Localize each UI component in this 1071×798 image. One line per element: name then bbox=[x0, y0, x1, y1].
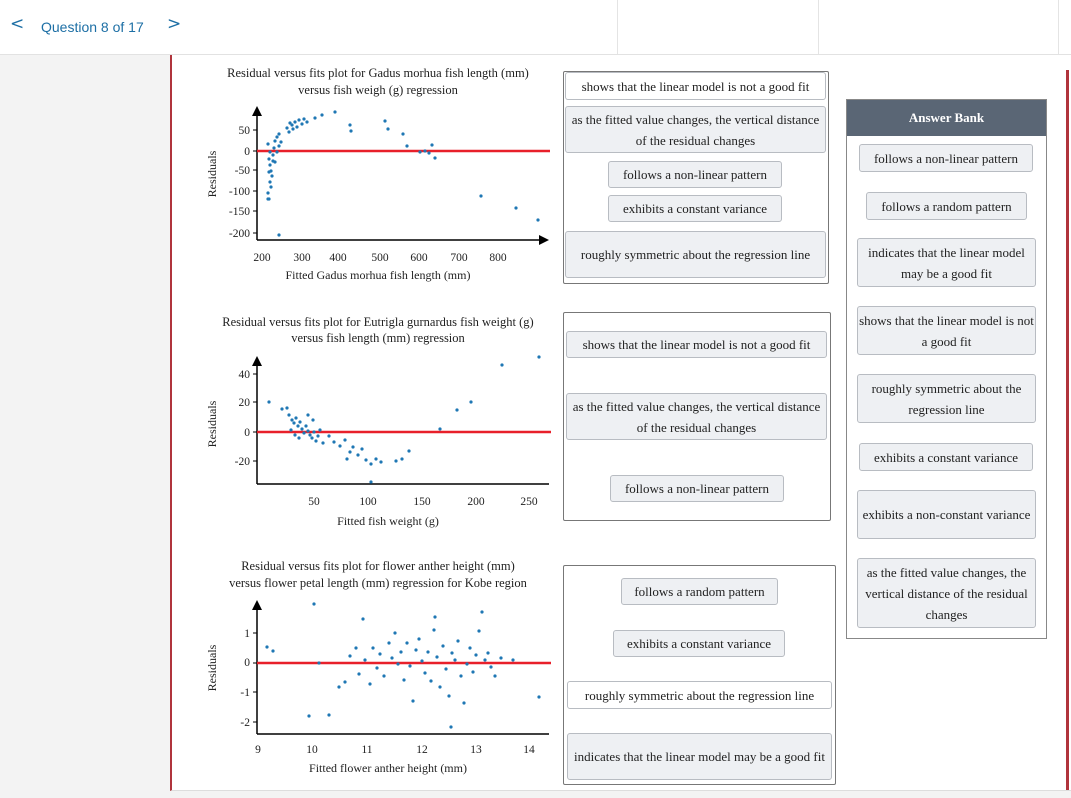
svg-text:50: 50 bbox=[239, 125, 251, 137]
svg-text:10: 10 bbox=[306, 744, 318, 756]
placed-answer-tile[interactable]: exhibits a constant variance bbox=[608, 195, 782, 222]
x-axis-label: Fitted flower anther height (mm) bbox=[309, 761, 467, 775]
chevron-right-icon[interactable]: > bbox=[167, 14, 182, 34]
svg-text:0: 0 bbox=[244, 427, 250, 439]
residual-plot-flower: Residual versus fits plot for flower ant… bbox=[205, 559, 551, 775]
svg-text:-100: -100 bbox=[229, 186, 250, 198]
svg-text:100: 100 bbox=[359, 496, 377, 508]
svg-text:400: 400 bbox=[329, 252, 347, 264]
svg-text:0: 0 bbox=[244, 146, 250, 158]
svg-text:9: 9 bbox=[255, 744, 261, 756]
svg-text:-200: -200 bbox=[229, 228, 250, 240]
answer-bank-item[interactable]: roughly symmetric about the regression l… bbox=[857, 374, 1036, 423]
svg-text:150: 150 bbox=[413, 496, 431, 508]
y-axis-label: Residuals bbox=[205, 644, 219, 691]
svg-text:11: 11 bbox=[361, 744, 372, 756]
svg-text:-1: -1 bbox=[240, 687, 250, 699]
nav-divider bbox=[1058, 0, 1059, 54]
question-nav-bar: < Question 8 of 17 > bbox=[0, 0, 1071, 55]
plot-subtitle: versus fish weigh (g) regression bbox=[298, 83, 458, 97]
svg-text:-20: -20 bbox=[235, 456, 251, 468]
plot-title: Residual versus fits plot for Eutrigla g… bbox=[222, 315, 533, 329]
placed-answer-tile[interactable]: shows that the linear model is not a goo… bbox=[565, 72, 826, 100]
svg-text:50: 50 bbox=[308, 496, 320, 508]
svg-text:14: 14 bbox=[523, 744, 535, 756]
placed-answer-tile[interactable]: follows a random pattern bbox=[621, 578, 778, 605]
answer-bank-title: Answer Bank bbox=[847, 100, 1046, 136]
svg-text:-50: -50 bbox=[235, 165, 251, 177]
x-axis-label: Fitted fish weight (g) bbox=[337, 514, 439, 528]
placed-answer-tile[interactable]: indicates that the linear model may be a… bbox=[567, 733, 832, 780]
y-axis-label: Residuals bbox=[205, 400, 219, 447]
placed-answer-tile[interactable]: roughly symmetric about the regression l… bbox=[567, 681, 832, 709]
answer-bank-item[interactable]: indicates that the linear model may be a… bbox=[857, 238, 1036, 287]
answer-bank-item[interactable]: follows a random pattern bbox=[866, 192, 1027, 220]
answer-bank-item[interactable]: as the fitted value changes, the vertica… bbox=[857, 558, 1036, 628]
svg-text:0: 0 bbox=[244, 657, 250, 669]
svg-text:20: 20 bbox=[239, 397, 251, 409]
y-axis-label: Residuals bbox=[205, 150, 219, 197]
svg-text:-2: -2 bbox=[240, 717, 250, 729]
plot-subtitle: versus flower petal length (mm) regressi… bbox=[229, 576, 528, 590]
placed-answer-tile[interactable]: roughly symmetric about the regression l… bbox=[565, 231, 826, 278]
answer-bank-item[interactable]: exhibits a non-constant variance bbox=[857, 490, 1036, 539]
svg-text:12: 12 bbox=[416, 744, 428, 756]
svg-text:200: 200 bbox=[253, 252, 271, 264]
svg-text:13: 13 bbox=[470, 744, 482, 756]
placed-answer-tile[interactable]: follows a non-linear pattern bbox=[608, 161, 782, 188]
svg-text:600: 600 bbox=[410, 252, 428, 264]
svg-text:500: 500 bbox=[371, 252, 389, 264]
residual-plot-eutrigla: Residual versus fits plot for Eutrigla g… bbox=[205, 315, 551, 528]
content-right-border bbox=[1066, 70, 1069, 790]
svg-text:1: 1 bbox=[244, 628, 250, 640]
svg-text:40: 40 bbox=[239, 369, 251, 381]
answer-bank: Answer Bank bbox=[846, 99, 1047, 639]
svg-text:800: 800 bbox=[489, 252, 507, 264]
placed-answer-tile[interactable]: as the fitted value changes, the vertica… bbox=[566, 393, 827, 440]
placed-answer-tile[interactable]: as the fitted value changes, the vertica… bbox=[565, 106, 826, 153]
placed-answer-tile[interactable]: shows that the linear model is not a goo… bbox=[566, 331, 827, 358]
placed-answer-tile[interactable]: follows a non-linear pattern bbox=[610, 475, 784, 502]
svg-text:300: 300 bbox=[293, 252, 311, 264]
question-counter[interactable]: Question 8 of 17 bbox=[41, 19, 144, 35]
svg-text:250: 250 bbox=[520, 496, 538, 508]
nav-divider bbox=[818, 0, 819, 54]
residual-plot-gadus: Residual versus fits plot for Gadus morh… bbox=[205, 66, 550, 282]
nav-divider bbox=[617, 0, 618, 54]
answer-bank-item[interactable]: follows a non-linear pattern bbox=[859, 144, 1033, 172]
answer-bank-item[interactable]: exhibits a constant variance bbox=[859, 443, 1033, 471]
svg-text:700: 700 bbox=[450, 252, 468, 264]
plot-subtitle: versus fish length (mm) regression bbox=[291, 331, 465, 345]
chevron-left-icon[interactable]: < bbox=[10, 14, 25, 34]
plot-title: Residual versus fits plot for flower ant… bbox=[241, 559, 515, 573]
placed-answer-tile[interactable]: exhibits a constant variance bbox=[613, 630, 785, 657]
svg-text:-150: -150 bbox=[229, 206, 250, 218]
svg-text:200: 200 bbox=[467, 496, 485, 508]
answer-bank-item[interactable]: shows that the linear model is not a goo… bbox=[857, 306, 1036, 355]
plot-title: Residual versus fits plot for Gadus morh… bbox=[227, 66, 529, 80]
x-axis-label: Fitted Gadus morhua fish length (mm) bbox=[286, 268, 471, 282]
